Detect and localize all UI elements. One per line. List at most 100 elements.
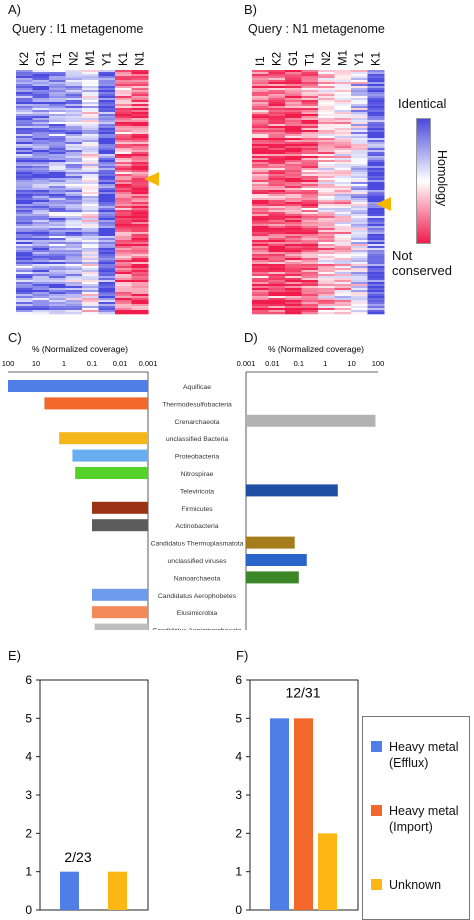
bar-chart-e: 0 1 2 3 4 5 6 2/23: [25, 673, 149, 916]
heatmap-column-label: G1: [288, 51, 300, 66]
panel-label-e: E): [8, 648, 21, 663]
colorbar-axis-label: Homology: [435, 150, 449, 207]
legend-item-efflux: Heavy metal (Efflux): [389, 740, 459, 770]
bar-heavy-metal-import-: [294, 718, 313, 910]
taxon-label: unclassified viruses: [168, 558, 228, 565]
coverage-bar-c: [92, 501, 148, 514]
y-tick-label: 2: [25, 826, 32, 840]
coverage-bar-c: [92, 519, 148, 532]
coverage-bar-d: [246, 414, 376, 427]
taxon-label: Proteobacteria: [175, 454, 219, 461]
bar-heavy-metal-efflux-: [60, 871, 79, 910]
tick-label-d: 100: [372, 359, 385, 368]
heatmap-column-label: T1: [305, 53, 317, 66]
tick-label-c: 1: [62, 359, 66, 368]
y-tick-label: 0: [25, 903, 32, 916]
coverage-bar-c: [94, 623, 148, 630]
tick-label-c: 10: [32, 359, 40, 368]
y-tick-label: 6: [235, 673, 242, 687]
coverage-bar-d: [246, 536, 295, 549]
coverage-bar-d: [246, 571, 299, 584]
bar-chart-f: 0 1 2 3 4 5 6 12/31: [235, 673, 359, 916]
heatmap-column-label: K1: [371, 52, 383, 66]
taxon-label: Candidatus Aerophobetes: [158, 593, 237, 600]
bar-annotation: 2/23: [64, 849, 91, 865]
heatmap-column-label: T1: [52, 53, 64, 66]
heatmap-column-label: K2: [19, 52, 31, 66]
taxon-label: Nanoarchaeota: [174, 575, 221, 582]
taxon-label: Candidatus Thermoplasmatota: [151, 541, 244, 548]
heatmap-column-label: Y1: [102, 52, 114, 66]
colorbar-top-label: Identical: [398, 96, 447, 111]
heatmap-column-label: M1: [85, 50, 97, 66]
panel-label-a: A): [8, 2, 21, 17]
taxon-label: unclassified Bacteria: [166, 436, 229, 443]
y-tick-label: 5: [235, 711, 242, 725]
panel-label-f: F): [236, 648, 249, 663]
taxon-label: Candidatus Aenigmarchaeota: [152, 628, 241, 630]
heatmap-column-label: G1: [36, 51, 48, 66]
heatmap-b: I1 K2 G1 T1 N2 M1 Y1 K1: [252, 50, 385, 315]
bar-heavy-metal-efflux-: [270, 718, 289, 910]
tick-label-d: 1: [323, 359, 327, 368]
panel-label-c: C): [8, 330, 22, 345]
marker-triangle-a: [144, 172, 159, 186]
tick-label-d: 0.01: [265, 359, 280, 368]
colorbar: [416, 118, 431, 244]
plot-frame: [39, 679, 149, 911]
panel-label-b: B): [244, 2, 257, 17]
panel-label-d: D): [244, 330, 258, 345]
y-tick-label: 4: [25, 750, 32, 764]
taxon-label: Thermodesulfobacteria: [162, 401, 232, 408]
coverage-bar-c: [44, 397, 148, 410]
heatmap-b-title: Query : N1 metagenome: [248, 22, 385, 36]
taxon-label: Firmicutes: [181, 506, 213, 513]
y-tick-label: 1: [25, 865, 32, 879]
heatmap-column-label: N1: [135, 51, 147, 66]
coverage-bar-c: [8, 380, 148, 392]
y-tick-label: 4: [235, 750, 242, 764]
heatmap-a: K2 G1 T1 N2 M1 Y1 K1 N1: [16, 50, 149, 315]
bar-unknown: [318, 833, 337, 910]
heatmap-column-label: N2: [321, 51, 333, 66]
tick-label-c: 0.001: [139, 359, 158, 368]
coverage-bar-c: [59, 432, 149, 445]
heatmap-column-label: I1: [255, 56, 267, 66]
tick-label-c: 0.01: [113, 359, 128, 368]
heatmap-column-label: N2: [69, 51, 81, 66]
legend-swatch-efflux: [371, 741, 382, 752]
tick-label-c: 0.1: [87, 359, 97, 368]
taxon-label: Actinobacteria: [175, 523, 218, 530]
bar-annotation: 12/31: [285, 684, 320, 700]
bar-unknown: [108, 871, 127, 910]
heatmap-column-label: K2: [272, 52, 284, 66]
y-tick-label: 0: [235, 903, 242, 916]
taxon-label: Televiricota: [180, 488, 214, 495]
tick-label-c: 100: [2, 359, 15, 368]
axis-title-d: % (Normalized coverage): [268, 344, 364, 354]
taxa-coverage-chart: % (Normalized coverage) % (Normalized cov…: [2, 344, 385, 630]
taxon-label: Nitrospirae: [181, 471, 214, 478]
y-tick-label: 3: [235, 788, 242, 802]
legend-item-unknown: Unknown: [389, 878, 442, 892]
coverage-bar-c: [75, 467, 148, 479]
y-tick-label: 1: [235, 865, 242, 879]
tick-label-d: 0.1: [294, 359, 304, 368]
heatmap-column-label: M1: [338, 50, 350, 66]
y-tick-label: 6: [25, 673, 32, 687]
coverage-bar-d: [246, 554, 307, 566]
coverage-bar-c: [92, 606, 148, 619]
axis-title-c: % (Normalized coverage): [32, 344, 128, 354]
coverage-bar-d: [246, 484, 338, 497]
taxon-label: Crenarchaeota: [175, 419, 220, 426]
legend-swatch-unknown: [371, 879, 382, 890]
taxon-label: Aquificae: [183, 384, 211, 391]
coverage-bar-c: [92, 588, 148, 601]
coverage-bar-c: [72, 449, 148, 462]
y-tick-label: 5: [25, 711, 32, 725]
legend-swatch-import: [371, 805, 382, 816]
heatmap-a-title: Query : I1 metagenome: [12, 22, 144, 36]
heatmap-column-label: Y1: [354, 52, 366, 66]
y-tick-label: 2: [235, 826, 242, 840]
legend-item-import: Heavy metal (Import): [389, 804, 459, 834]
